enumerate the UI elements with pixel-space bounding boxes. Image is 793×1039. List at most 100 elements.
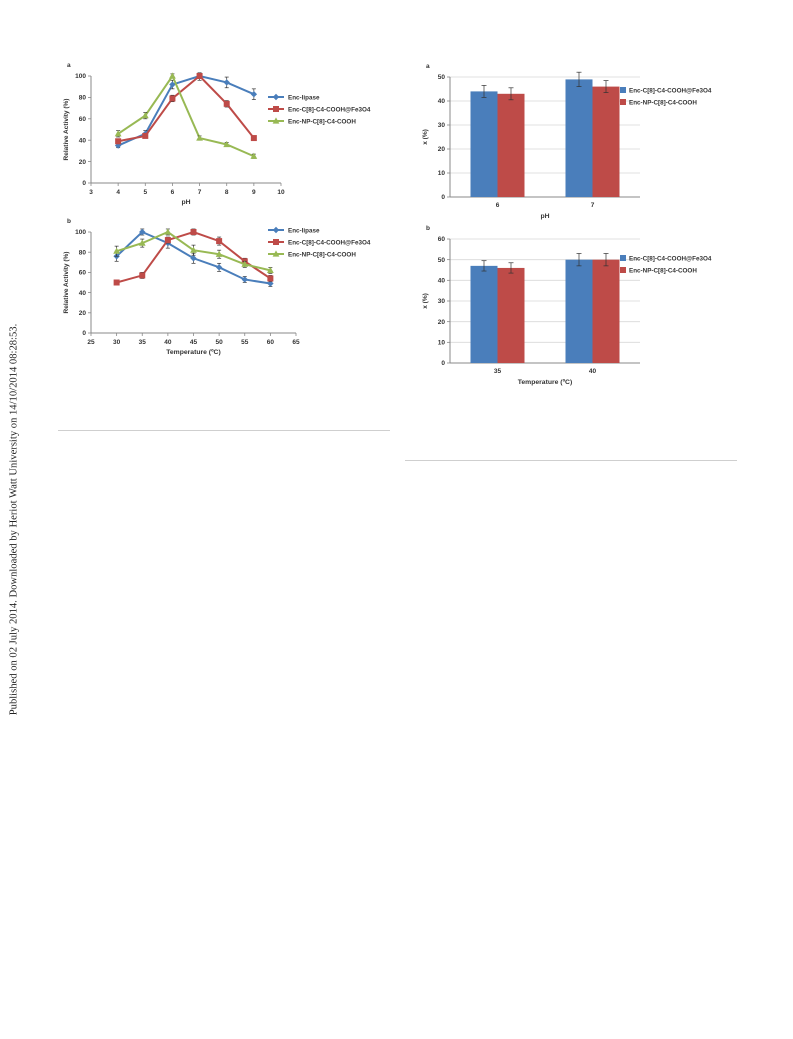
data-point	[250, 152, 258, 159]
data-point	[223, 140, 231, 148]
right-figure-divider	[405, 460, 737, 461]
y-tick-label: 80	[79, 95, 87, 102]
y-tick-label: 20	[79, 310, 87, 317]
data-point	[190, 255, 197, 262]
legend-label: Enc-C[8]-C4-COOH@Fe3O4	[288, 239, 371, 246]
x-tick-label: 6	[496, 202, 500, 209]
y-tick-label: 20	[438, 146, 446, 153]
x-tick-label: 55	[241, 339, 249, 346]
legend-label: Enc-NP-C[8]-C4-COOH	[288, 118, 356, 125]
data-point	[142, 132, 149, 139]
data-point	[113, 247, 121, 254]
y-tick-label: 20	[79, 159, 87, 166]
x-tick-label: 45	[190, 339, 198, 346]
data-point	[164, 228, 172, 235]
legend-label: Enc-NP-C[8]-C4-COOH	[288, 251, 356, 258]
bar	[565, 259, 593, 363]
ph-conversion-bar-chart: a 0 10 20 30 40 50 6 7 Enc-C[8]-C4-COOH@Fe3O4 Enc-…	[422, 63, 712, 220]
data-point	[223, 79, 230, 86]
left-figure-divider	[58, 430, 390, 431]
data-point	[215, 250, 223, 257]
y-tick-label: 0	[82, 330, 86, 337]
data-point	[250, 90, 258, 98]
y-tick-label: 100	[75, 229, 86, 236]
x-axis-title: pH	[540, 213, 549, 220]
data-point	[223, 100, 230, 107]
bar	[470, 91, 498, 197]
data-point	[241, 276, 248, 283]
temperature-conversion-bar-chart: b 0 10 20 30 40 50 60 35 40 Enc-C[8]-C4-COOH@Fe3O4…	[422, 225, 712, 386]
y-tick-label: 40	[79, 290, 87, 297]
y-tick-label: 60	[79, 116, 87, 123]
data-point	[190, 246, 197, 253]
legend-swatch	[620, 267, 626, 273]
download-watermark: Published on 02 July 2014. Downloaded by…	[0, 0, 28, 1039]
y-tick-label: 100	[75, 73, 86, 80]
legend-swatch	[620, 255, 626, 261]
data-point	[139, 272, 146, 279]
data-point	[113, 279, 120, 286]
x-tick-label: 7	[591, 202, 595, 209]
series-line	[117, 73, 255, 158]
legend-swatch	[620, 99, 626, 105]
bar	[497, 93, 525, 197]
bar	[592, 259, 620, 363]
data-point	[169, 72, 176, 79]
y-tick-label: 0	[441, 194, 445, 201]
x-tick-label: 4	[116, 189, 120, 196]
legend-label: Enc-C[8]-C4-COOH@Fe3O4	[288, 106, 371, 113]
series-line	[117, 74, 255, 143]
x-axis-title: pH	[181, 199, 190, 206]
legend-marker	[272, 250, 280, 257]
x-tick-label: 50	[216, 339, 224, 346]
ph-activity-chart: a 0 20 40 60 80 100 3 4 5 6 7 8 9 10 Enc-lipase Enc-C[8]…	[63, 62, 371, 206]
data-point	[196, 73, 203, 79]
y-tick-label: 20	[438, 319, 446, 326]
x-axis-title: Temperature (ºC)	[518, 379, 572, 386]
legend-swatch	[620, 87, 626, 93]
legend-marker	[273, 239, 279, 245]
data-point	[215, 264, 223, 271]
bar	[592, 86, 620, 197]
x-tick-label: 6	[171, 189, 175, 196]
y-axis-title: x (%)	[422, 293, 429, 309]
data-point	[266, 266, 274, 273]
legend-label: Enc-NP-C[8]-C4-COOH	[629, 99, 697, 106]
x-tick-label: 10	[277, 189, 285, 196]
y-tick-label: 60	[438, 236, 446, 243]
x-tick-label: 25	[87, 339, 95, 346]
data-point	[190, 229, 197, 235]
y-tick-label: 80	[79, 249, 87, 256]
panel-label: a	[426, 63, 430, 70]
x-tick-label: 9	[252, 189, 256, 196]
x-tick-label: 30	[113, 339, 121, 346]
series-line	[117, 74, 255, 147]
legend-marker	[272, 226, 280, 234]
data-point	[114, 130, 122, 137]
legend-label: Enc-C[8]-C4-COOH@Fe3O4	[629, 255, 712, 262]
x-axis-title: Temperature (ºC)	[166, 349, 220, 356]
data-point	[164, 237, 171, 244]
panel-label: b	[67, 218, 71, 225]
x-tick-label: 7	[198, 189, 202, 196]
y-tick-label: 30	[438, 122, 446, 129]
y-tick-label: 30	[438, 298, 446, 305]
bar	[497, 267, 525, 363]
bar	[470, 265, 498, 363]
watermark-text: Published on 02 July 2014. Downloaded by…	[8, 323, 20, 716]
data-point	[115, 138, 122, 145]
data-point	[267, 275, 274, 282]
y-tick-label: 10	[438, 170, 446, 177]
legend-label: Enc-lipase	[288, 94, 320, 101]
y-tick-label: 60	[79, 270, 87, 277]
data-point	[169, 81, 176, 88]
y-axis-title: Relative Activity (%)	[63, 252, 70, 314]
panel-label: a	[67, 62, 71, 69]
temperature-activity-chart: b 0 20 40 60 80 100 25 30 35 40 45 50 55 60 65 Enc-lipas…	[63, 218, 371, 356]
bar	[565, 79, 593, 197]
data-point	[138, 239, 146, 246]
legend-marker	[272, 117, 280, 124]
data-point	[196, 134, 203, 141]
x-tick-label: 40	[164, 339, 172, 346]
y-tick-label: 40	[438, 98, 446, 105]
